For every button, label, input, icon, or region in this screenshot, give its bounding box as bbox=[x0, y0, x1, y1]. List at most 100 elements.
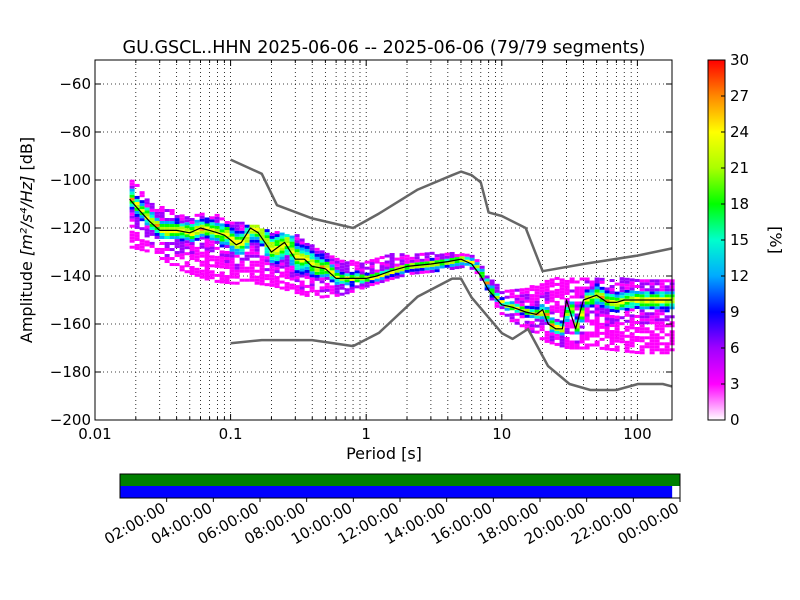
density-cell bbox=[264, 253, 270, 257]
density-cell bbox=[569, 277, 575, 281]
density-cell bbox=[214, 225, 220, 229]
density-cell bbox=[369, 274, 375, 278]
density-cell bbox=[639, 309, 645, 313]
density-cell bbox=[544, 333, 550, 337]
density-cell bbox=[319, 295, 325, 299]
density-cell bbox=[579, 286, 585, 290]
density-cell bbox=[604, 332, 610, 336]
density-cell bbox=[284, 276, 290, 280]
density-cell bbox=[284, 285, 290, 289]
density-cell bbox=[354, 279, 360, 283]
density-cell bbox=[634, 293, 640, 297]
density-cell bbox=[329, 255, 335, 259]
y-axis-label-suffix: [dB] bbox=[17, 137, 36, 176]
density-cell bbox=[399, 265, 405, 269]
density-cell bbox=[594, 313, 600, 317]
density-cell bbox=[664, 303, 670, 307]
density-cell bbox=[159, 250, 165, 254]
density-cell bbox=[259, 264, 265, 268]
density-cell bbox=[209, 249, 215, 253]
density-cell bbox=[134, 201, 140, 205]
density-cell bbox=[664, 309, 670, 313]
density-cell bbox=[614, 324, 620, 328]
density-cell bbox=[559, 293, 565, 297]
density-cell bbox=[514, 294, 520, 298]
density-cell bbox=[274, 276, 280, 280]
density-cell bbox=[219, 271, 225, 275]
density-cell bbox=[389, 268, 395, 272]
density-cell bbox=[404, 263, 410, 267]
density-cell bbox=[219, 274, 225, 278]
density-cell bbox=[594, 307, 600, 311]
density-cell bbox=[594, 340, 600, 344]
density-cell bbox=[194, 225, 200, 229]
density-cell bbox=[194, 267, 200, 271]
density-cell bbox=[584, 346, 590, 350]
density-cell bbox=[289, 250, 295, 254]
density-cell bbox=[324, 273, 330, 277]
density-cell bbox=[269, 268, 275, 272]
density-cell bbox=[534, 297, 540, 301]
density-cell bbox=[334, 293, 340, 297]
density-cell bbox=[429, 263, 435, 267]
y-tick-label: −80 bbox=[59, 123, 91, 141]
density-cell bbox=[224, 266, 230, 270]
density-cell bbox=[629, 341, 635, 345]
density-cell bbox=[179, 226, 185, 230]
density-cell bbox=[294, 240, 300, 244]
density-cell bbox=[334, 287, 340, 291]
density-cell bbox=[509, 301, 515, 305]
density-cell bbox=[204, 271, 210, 275]
density-cell bbox=[659, 321, 665, 325]
density-cell bbox=[349, 289, 355, 293]
density-cell bbox=[464, 259, 470, 263]
colorbar-tick-label: 3 bbox=[730, 375, 740, 393]
density-cell bbox=[559, 344, 565, 348]
density-cell bbox=[624, 313, 630, 317]
density-cell bbox=[589, 310, 595, 314]
density-cell bbox=[594, 334, 600, 338]
density-cell bbox=[129, 197, 135, 201]
density-cell bbox=[334, 272, 340, 276]
density-cell bbox=[414, 262, 420, 266]
density-cell bbox=[604, 311, 610, 315]
density-cell bbox=[659, 324, 665, 328]
density-cell bbox=[174, 236, 180, 240]
density-cell bbox=[169, 212, 175, 216]
density-cell bbox=[209, 246, 215, 250]
density-cell bbox=[479, 271, 485, 275]
density-cell bbox=[649, 303, 655, 307]
density-cell bbox=[614, 282, 620, 286]
density-cell bbox=[149, 244, 155, 248]
density-cell bbox=[199, 272, 205, 276]
density-cell bbox=[609, 303, 615, 307]
density-cell bbox=[524, 320, 530, 324]
density-cell bbox=[624, 283, 630, 287]
density-cell bbox=[384, 254, 390, 258]
density-cell bbox=[329, 264, 335, 268]
density-cell bbox=[204, 259, 210, 263]
density-cell bbox=[279, 286, 285, 290]
density-cell bbox=[169, 257, 175, 261]
density-cell bbox=[534, 318, 540, 322]
x-tick-label: 0.01 bbox=[78, 425, 111, 443]
density-cell bbox=[214, 237, 220, 241]
colorbar-tick-label: 0 bbox=[730, 411, 740, 429]
density-cell bbox=[179, 244, 185, 248]
density-cell bbox=[649, 348, 655, 352]
density-cell bbox=[389, 262, 395, 266]
density-cell bbox=[289, 283, 295, 287]
density-cell bbox=[614, 303, 620, 307]
density-cell bbox=[299, 292, 305, 296]
density-cell bbox=[639, 294, 645, 298]
density-cell bbox=[164, 209, 170, 213]
density-cell bbox=[239, 257, 245, 261]
density-cell bbox=[304, 272, 310, 276]
density-cell bbox=[294, 264, 300, 268]
density-cell bbox=[314, 247, 320, 251]
density-cell bbox=[584, 280, 590, 284]
density-cell bbox=[304, 245, 310, 249]
density-cell bbox=[589, 301, 595, 305]
density-cell bbox=[629, 326, 635, 330]
colorbar-ticks: 0 3 6 9 12 15 18 21 24 27 30 bbox=[721, 51, 749, 429]
